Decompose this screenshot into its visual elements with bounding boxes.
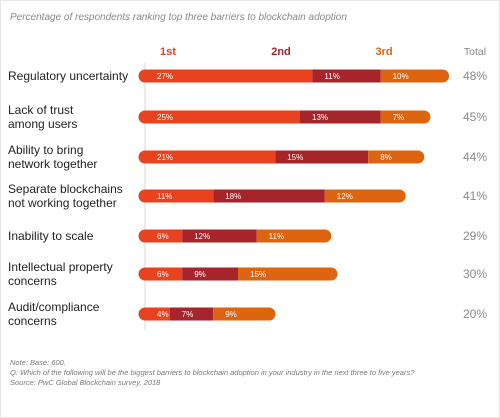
- category-label: not working together: [8, 196, 117, 210]
- bar-segment-3rd: [324, 189, 400, 203]
- bar-segment-3rd: [256, 229, 325, 243]
- bar-value-label: 13%: [312, 113, 328, 122]
- bar-value-label: 11%: [324, 72, 339, 81]
- bar-value-label: 11%: [157, 192, 172, 201]
- total-value: 41%: [463, 189, 487, 203]
- bar-cap-end: [262, 307, 276, 321]
- bar-segment-1st: [145, 229, 183, 243]
- bar-segment-1st: [145, 189, 214, 203]
- bar-segment-1st: [145, 69, 313, 83]
- bar-value-label: 27%: [157, 72, 173, 81]
- bar-cap-start: [138, 69, 152, 83]
- bar-segment-2nd: [312, 69, 381, 83]
- bar-value-label: 21%: [157, 153, 173, 162]
- bar-segment-3rd: [213, 307, 269, 321]
- bar-segment-2nd: [300, 110, 381, 124]
- bar-value-label: 6%: [157, 270, 169, 279]
- chart-notes: Note: Base: 600. Q: Which of the followi…: [10, 358, 414, 388]
- bar-cap-end: [324, 267, 338, 281]
- bar-segment-2nd: [275, 150, 369, 164]
- category-label: Regulatory uncertainty: [8, 69, 128, 83]
- bar-segment-1st: [145, 267, 183, 281]
- bar-value-label: 11%: [269, 232, 284, 241]
- bar-value-label: 4%: [157, 310, 169, 319]
- chart-title: Percentage of respondents ranking top th…: [10, 12, 347, 23]
- bar-value-label: 7%: [182, 310, 194, 319]
- bar-cap-end: [392, 189, 406, 203]
- category-label: Ability to bring: [8, 143, 83, 157]
- bar-segment-3rd: [380, 110, 424, 124]
- bar-segment-1st: [145, 307, 170, 321]
- total-value: 20%: [463, 307, 487, 321]
- bar-segment-3rd: [380, 69, 443, 83]
- bar-segment-2nd: [213, 189, 325, 203]
- category-label: concerns: [8, 314, 57, 328]
- total-header: Total: [464, 46, 486, 58]
- bar-cap-end: [411, 150, 425, 164]
- note-base: Note: Base: 600.: [10, 358, 66, 367]
- category-label: concerns: [8, 274, 57, 288]
- bar-value-label: 6%: [157, 232, 169, 241]
- series-header-1st: 1st: [160, 46, 176, 58]
- note-source: Source: PwC Global Blockchain survey, 20…: [10, 378, 161, 387]
- category-label: Lack of trust: [8, 103, 74, 117]
- bar-segment-3rd: [238, 267, 331, 281]
- bar-segment-1st: [145, 150, 276, 164]
- series-header-3rd: 3rd: [375, 46, 392, 58]
- bar-cap-start: [138, 229, 152, 243]
- bar-segment-1st: [145, 110, 300, 124]
- bar-segment-3rd: [368, 150, 418, 164]
- bar-value-label: 15%: [250, 270, 266, 279]
- bar-cap-end: [436, 69, 450, 83]
- category-label: Inability to scale: [8, 229, 94, 243]
- category-label: Separate blockchains: [8, 182, 123, 196]
- bar-value-label: 15%: [287, 153, 303, 162]
- category-label: among users: [8, 117, 77, 131]
- total-value: 48%: [463, 69, 487, 83]
- bar-value-label: 12%: [194, 232, 210, 241]
- bar-segment-2nd: [182, 229, 257, 243]
- bar-cap-start: [138, 110, 152, 124]
- bar-value-label: 9%: [194, 270, 206, 279]
- bar-value-label: 25%: [157, 113, 173, 122]
- series-header-2nd: 2nd: [271, 46, 291, 58]
- category-label: Audit/compliance: [8, 300, 100, 314]
- bar-cap-start: [138, 189, 152, 203]
- total-value: 45%: [463, 110, 487, 124]
- total-value: 44%: [463, 150, 487, 164]
- category-label: Intellectual property: [8, 260, 113, 274]
- bar-value-label: 7%: [393, 113, 405, 122]
- bar-cap-start: [138, 307, 152, 321]
- bar-segment-2nd: [182, 267, 238, 281]
- bar-cap-end: [318, 229, 332, 243]
- bar-value-label: 8%: [380, 153, 392, 162]
- bar-segment-2nd: [169, 307, 214, 321]
- bar-value-label: 10%: [393, 72, 409, 81]
- bar-value-label: 9%: [225, 310, 237, 319]
- category-label: network together: [8, 157, 97, 171]
- total-value: 30%: [463, 267, 487, 281]
- bar-value-label: 18%: [225, 192, 241, 201]
- bar-value-label: 12%: [337, 192, 353, 201]
- note-question: Q: Which of the following will be the bi…: [10, 368, 415, 377]
- bar-cap-start: [138, 267, 152, 281]
- bar-cap-start: [138, 150, 152, 164]
- total-value: 29%: [463, 229, 487, 243]
- bar-cap-end: [417, 110, 431, 124]
